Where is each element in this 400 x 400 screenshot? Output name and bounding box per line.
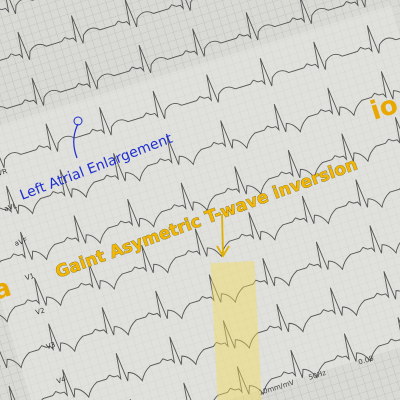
lead-labels: aVRaVLaVFV1V2V3V4V5 [0, 167, 68, 386]
lead-label: V1 [24, 272, 35, 282]
ecg-trace [0, 0, 400, 203]
ecg-trace [0, 130, 400, 340]
lead-label: aVR [0, 167, 8, 179]
lead-label: V4 [56, 375, 68, 386]
ecg-trace [0, 267, 400, 400]
ecg-trace [0, 176, 400, 386]
ecg-trace [0, 38, 400, 249]
blue-circle [73, 116, 83, 126]
lead-label: aVF [14, 236, 29, 247]
lead-label: V3 [45, 341, 56, 351]
ecg-trace [0, 222, 400, 400]
ecg-trace [0, 0, 400, 111]
ecg-trace [0, 0, 400, 157]
lead-label: V2 [35, 306, 46, 316]
t-wave-highlight [210, 260, 263, 400]
lead-label: aVL [3, 202, 18, 213]
blue-arrow [73, 123, 79, 159]
yellow-arrow [216, 213, 230, 258]
ecg-trace [0, 84, 400, 294]
paper-sheet [0, 5, 400, 400]
